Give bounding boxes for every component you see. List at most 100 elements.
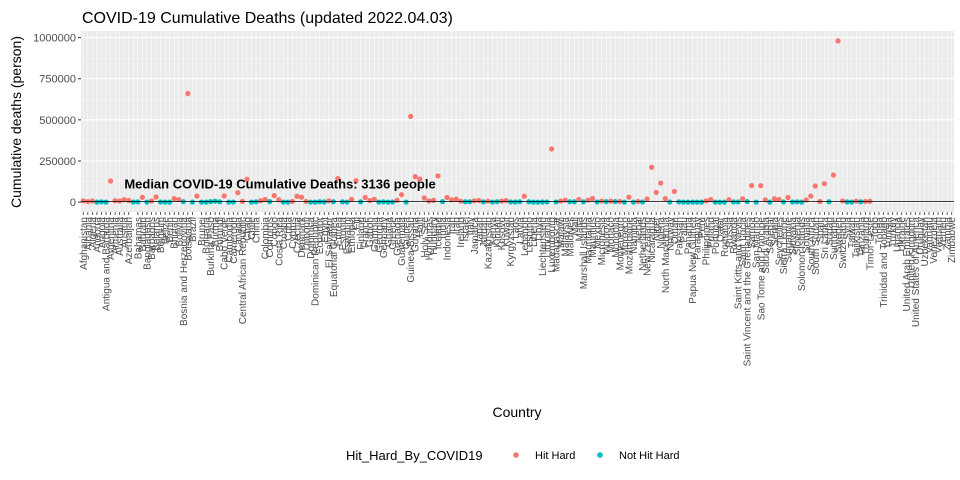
point-not-hit-hard xyxy=(248,199,255,205)
point-not-hit-hard xyxy=(799,199,805,205)
point-hit-hard xyxy=(235,190,241,196)
x-tick-label: Japan xyxy=(474,217,485,244)
x-tick-label: Albania xyxy=(83,217,94,251)
x-tick-label: Mauritania xyxy=(583,217,594,264)
x-tick-label: Mali xyxy=(570,217,581,235)
legend-key-not-hit-hard xyxy=(597,452,603,458)
x-tick-label: Poland xyxy=(706,217,717,248)
x-tick-label: South Sudan xyxy=(811,217,822,275)
point-not-hit-hard xyxy=(721,199,727,205)
data-points xyxy=(80,38,873,205)
x-tick-label: Tajikistan xyxy=(852,217,863,258)
x-tick-label: Guatemala xyxy=(397,217,408,266)
x-tick-label: Brunei xyxy=(197,217,208,246)
x-tick-label: Bulgaria xyxy=(202,217,213,254)
x-tick-label: Mozambique xyxy=(624,217,635,275)
x-axis-ticks: AfghanistanAlbaniaAlgeriaAndorraAngolaAn… xyxy=(79,212,958,366)
point-hit-hard xyxy=(153,194,159,200)
point-hit-hard xyxy=(335,175,341,182)
gridlines xyxy=(81,31,954,212)
x-tick-label: Singapore xyxy=(784,217,795,263)
x-tick-label: Austria xyxy=(120,217,131,249)
x-tick-label: Philippines xyxy=(702,217,713,265)
x-tick-label: Germany xyxy=(379,217,390,258)
x-tick-label: United States of America xyxy=(911,217,922,327)
point-hit-hard xyxy=(644,196,650,202)
y-tick-label: 250000 xyxy=(39,156,76,168)
point-hit-hard xyxy=(171,195,177,202)
x-tick-label: Haiti xyxy=(415,217,426,237)
point-hit-hard xyxy=(649,164,655,170)
point-hit-hard xyxy=(326,198,332,204)
x-tick-label: Chad xyxy=(242,217,253,241)
point-not-hit-hard xyxy=(530,199,537,205)
x-tick-label: Honduras xyxy=(424,217,435,260)
point-not-hit-hard xyxy=(312,199,318,205)
point-hit-hard xyxy=(430,197,436,203)
x-tick-label: Cuba xyxy=(283,217,294,241)
point-not-hit-hard xyxy=(489,199,496,205)
x-tick-label: Lebanon xyxy=(520,217,531,256)
point-not-hit-hard xyxy=(230,199,236,205)
x-tick-label: Argentina xyxy=(106,217,117,260)
x-tick-label: Egypt xyxy=(320,217,331,243)
x-tick-label: Zambia xyxy=(943,217,954,251)
x-tick-label: Sao Tome and Principe xyxy=(756,217,767,321)
x-tick-label: Iraq xyxy=(452,217,463,234)
x-tick-label: Nigeria xyxy=(656,217,667,249)
point-not-hit-hard xyxy=(198,199,205,205)
x-tick-label: Romania xyxy=(720,217,731,257)
point-hit-hard xyxy=(599,198,605,204)
x-tick-label: Gabon xyxy=(365,217,376,247)
point-hit-hard xyxy=(185,90,191,97)
x-tick-label: Morocco xyxy=(620,217,631,256)
x-tick-label: Bolivia xyxy=(174,217,185,247)
x-tick-label: Panama xyxy=(684,217,695,255)
x-tick-label: Belize xyxy=(161,217,172,245)
point-hit-hard xyxy=(830,172,837,178)
x-tick-label: Italy xyxy=(465,217,476,235)
x-tick-label: Gambia xyxy=(370,217,381,252)
x-tick-label: Yemen xyxy=(938,217,949,248)
x-tick-label: Bahamas xyxy=(133,217,144,259)
x-tick-label: Kosovo xyxy=(497,217,508,251)
x-tick-label: Uzbekistan xyxy=(920,217,931,266)
x-tick-label: Belgium xyxy=(156,217,167,253)
x-tick-label: United Kingdom xyxy=(906,217,917,288)
x-tick-label: Seychelles xyxy=(774,217,785,265)
point-hit-hard xyxy=(262,196,268,203)
x-tick-label: Niger xyxy=(652,216,663,241)
x-tick-label: Madagascar xyxy=(552,216,563,272)
x-tick-label: Laos xyxy=(511,217,522,239)
x-tick-label: Finland xyxy=(356,217,367,250)
x-tick-label: China xyxy=(252,217,263,244)
point-hit-hard xyxy=(117,198,123,204)
point-hit-hard xyxy=(821,181,828,187)
point-not-hit-hard xyxy=(753,199,759,205)
point-hit-hard xyxy=(367,197,373,204)
x-tick-label: Ukraine xyxy=(897,217,908,252)
point-hit-hard xyxy=(776,196,782,203)
point-hit-hard xyxy=(658,180,664,186)
point-not-hit-hard xyxy=(699,199,705,205)
point-not-hit-hard xyxy=(144,199,150,205)
x-tick-label: Serbia xyxy=(770,217,781,246)
point-hit-hard xyxy=(771,196,777,202)
point-hit-hard xyxy=(444,194,450,201)
x-tick-label: Saint Kitts and Nevis xyxy=(734,217,745,309)
point-not-hit-hard xyxy=(385,199,391,205)
x-tick-label: Luxembourg xyxy=(547,217,558,273)
x-tick-label: Cameroon xyxy=(229,217,240,264)
x-tick-label: Sudan xyxy=(824,217,835,246)
x-tick-label: Papua New Guinea xyxy=(688,217,699,304)
x-tick-label: Timor-Leste xyxy=(865,217,876,270)
x-tick-label: Spain xyxy=(815,217,826,243)
point-not-hit-hard xyxy=(103,199,109,205)
x-tick-label: Norway xyxy=(665,217,676,251)
x-tick-label: Guyana xyxy=(411,217,422,252)
x-tick-label: Turkey xyxy=(888,217,899,247)
y-tick-label: 0 xyxy=(70,197,76,209)
x-tick-label: Malta xyxy=(574,217,585,242)
x-tick-label: Andorra xyxy=(92,217,103,253)
x-tick-label: Liberia xyxy=(529,217,540,247)
